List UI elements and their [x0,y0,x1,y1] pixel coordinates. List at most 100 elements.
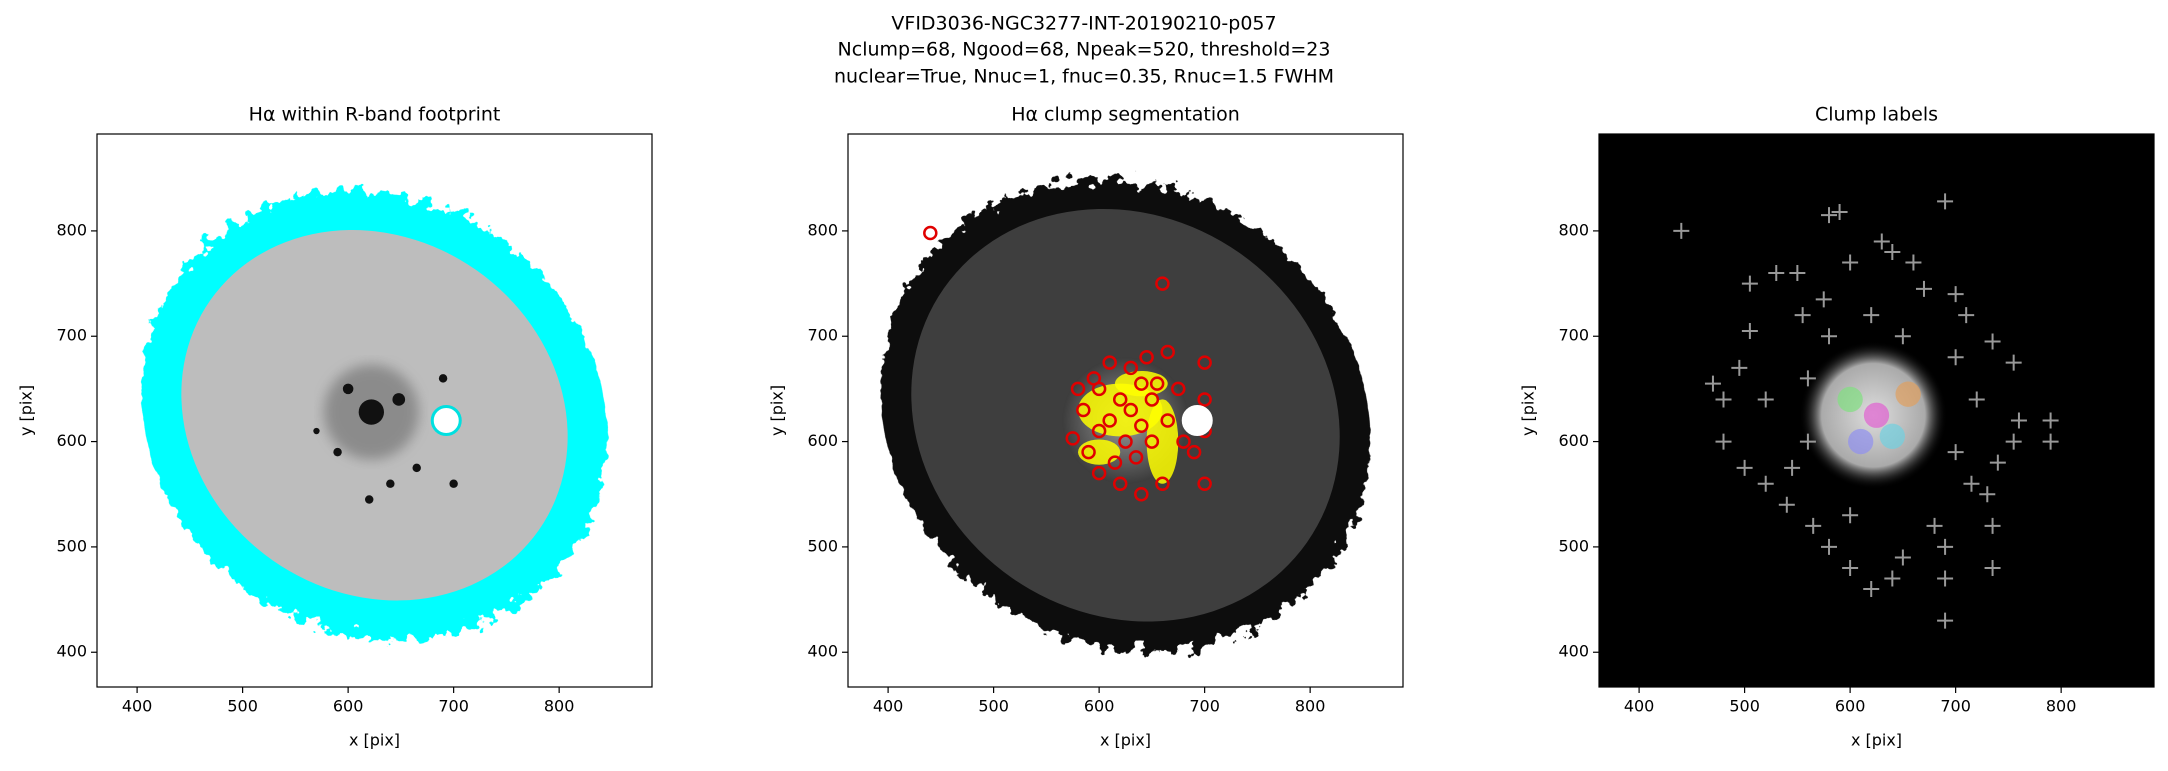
clump [1112,476,1128,491]
clump [1197,476,1212,491]
peak [1784,459,1801,476]
peak [1815,291,1832,308]
clump [1128,450,1144,465]
clump [1186,444,1202,460]
y-tick-label: 600 [1558,431,1589,450]
peak [1926,517,1943,534]
y-tick-label: 700 [807,326,838,345]
peak [1905,254,1922,271]
label-patch [1879,423,1905,449]
hii-region [392,393,406,406]
y-tick-label: 700 [1558,326,1589,345]
peak [1757,391,1774,408]
peak [2042,433,2059,450]
peak [1673,222,1690,239]
peak [1937,612,1954,629]
axes-title: Clump labels [1815,104,1938,126]
nucleus [1181,405,1213,437]
y-tick-label: 600 [56,431,87,450]
clump [1091,465,1107,481]
peak [1937,193,1954,210]
clump [1134,418,1149,434]
peak [1821,207,1838,224]
x-tick-label: 600 [333,697,364,716]
axes-frame [1598,133,2155,688]
x-axis-label: x [pix] [1100,731,1151,750]
y-axis-label: y [pix] [17,385,36,436]
peak [1831,203,1848,220]
peak [1979,486,1996,503]
clump [1112,392,1128,407]
clump [1081,444,1096,460]
x-axis-label: x [pix] [349,731,400,750]
peak [1778,496,1795,513]
peak [1842,254,1859,271]
peak [1937,538,1954,555]
y-tick-label: 600 [807,431,838,450]
x-tick-label: 800 [544,697,575,716]
y-axis-label: y [pix] [1519,385,1538,436]
peak [1768,265,1785,282]
peak [1884,243,1901,260]
clump [1070,381,1086,397]
clump [1107,455,1123,470]
peak [1947,286,1964,303]
peak [1963,475,1980,492]
x-tick-label: 500 [1729,697,1760,716]
peak [1757,475,1774,492]
peak [1989,454,2006,471]
label-patch [1863,402,1890,428]
y-tick-label: 800 [807,220,838,239]
x-tick-label: 400 [122,697,153,716]
label-patch [1837,386,1863,413]
peak [1799,433,1816,450]
x-tick-label: 400 [873,697,904,716]
hii-region [449,479,458,488]
hii-region [438,374,448,383]
y-tick-label: 800 [1558,220,1589,239]
y-tick-label: 500 [807,536,838,555]
clump [1171,381,1186,397]
peak [1958,307,1975,324]
peak [1984,517,2001,534]
hii-region [386,479,395,488]
peak [1842,559,1859,576]
peak [1821,538,1838,555]
peak [1731,359,1748,376]
peak [2010,412,2027,429]
y-axis-label: y [pix] [768,385,787,436]
label-patch [1848,428,1874,455]
clump [923,225,938,241]
peak [1873,233,1890,250]
peak [2005,433,2022,450]
y-tick-label: 500 [1558,536,1589,555]
peak [1863,307,1880,324]
peak [1863,581,1880,598]
peak [1984,333,2001,350]
peak [1736,459,1753,476]
segment [1078,439,1121,465]
y-tick-label: 400 [807,642,838,661]
clump [1139,350,1154,365]
x-tick-label: 700 [438,697,469,716]
peak [1741,322,1758,339]
segment [1146,399,1179,484]
segment [1114,370,1168,397]
clump [1134,376,1149,391]
plot-area [1599,134,2154,687]
peak [2005,354,2022,371]
clump [1155,276,1170,291]
hii-region [313,427,320,435]
peak [1741,275,1758,292]
peak [1984,559,2001,576]
peak [1789,265,1806,282]
y-tick-label: 800 [56,220,87,239]
peak [1915,280,1932,297]
peak [1947,444,1964,461]
clump [1197,355,1212,370]
segment [1078,383,1163,437]
peak [2042,412,2059,429]
label-patch [1895,381,1921,407]
clump [1076,402,1091,418]
